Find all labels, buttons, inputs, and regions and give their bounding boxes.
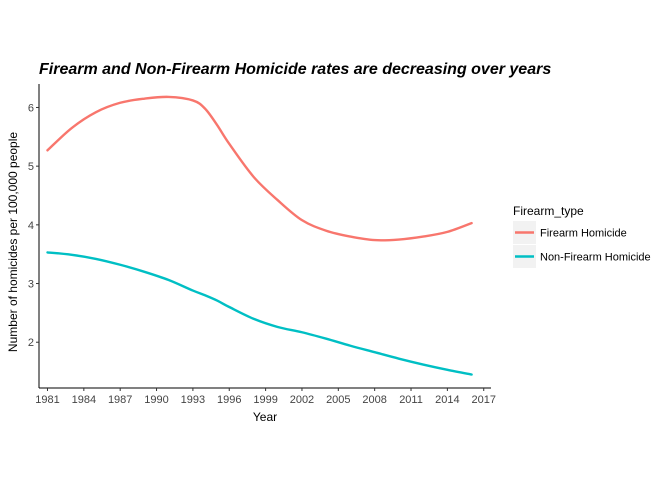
x-tick-label: 1987 <box>108 394 132 406</box>
y-axis-ticks: 2 3 4 5 6 <box>28 102 39 349</box>
x-tick-label: 2008 <box>362 394 386 406</box>
x-tick-label: 1981 <box>35 394 59 406</box>
x-tick-label: 2014 <box>435 394 459 406</box>
y-tick-label: 3 <box>28 279 34 291</box>
legend-title: Firearm_type <box>513 204 584 218</box>
y-tick-label: 6 <box>28 102 34 114</box>
x-tick-label: 2005 <box>326 394 350 406</box>
legend-item-1: Non-Firearm Homicide <box>513 245 651 268</box>
x-tick-label: 1996 <box>217 394 241 406</box>
plot-area <box>46 95 473 376</box>
chart-title: Firearm and Non-Firearm Homicide rates a… <box>39 61 551 78</box>
x-tick-label: 1999 <box>253 394 277 406</box>
legend-label: Firearm Homicide <box>540 228 627 240</box>
y-tick-label: 4 <box>28 220 34 232</box>
x-tick-label: 2017 <box>471 394 495 406</box>
y-axis-title: Number of homicides per 100,000 people <box>6 132 20 352</box>
legend: Firearm_type Firearm Homicide Non-Firearm… <box>513 204 651 268</box>
x-tick-label: 2011 <box>399 394 423 406</box>
x-axis-ticks: 1981 1984 1987 1990 1993 1996 1999 2002 2005 2008… <box>35 388 496 406</box>
y-tick-label: 2 <box>28 337 34 349</box>
legend-item-0: Firearm Homicide <box>513 221 627 244</box>
series-line-1 <box>46 251 473 376</box>
x-axis-title: Year <box>253 410 277 424</box>
series-line-0 <box>46 95 473 242</box>
legend-label: Non-Firearm Homicide <box>540 252 651 264</box>
y-tick-label: 5 <box>28 161 34 173</box>
x-tick-label: 1984 <box>72 394 96 406</box>
x-tick-label: 1990 <box>144 394 168 406</box>
x-tick-label: 2002 <box>290 394 314 406</box>
x-tick-label: 1993 <box>181 394 205 406</box>
